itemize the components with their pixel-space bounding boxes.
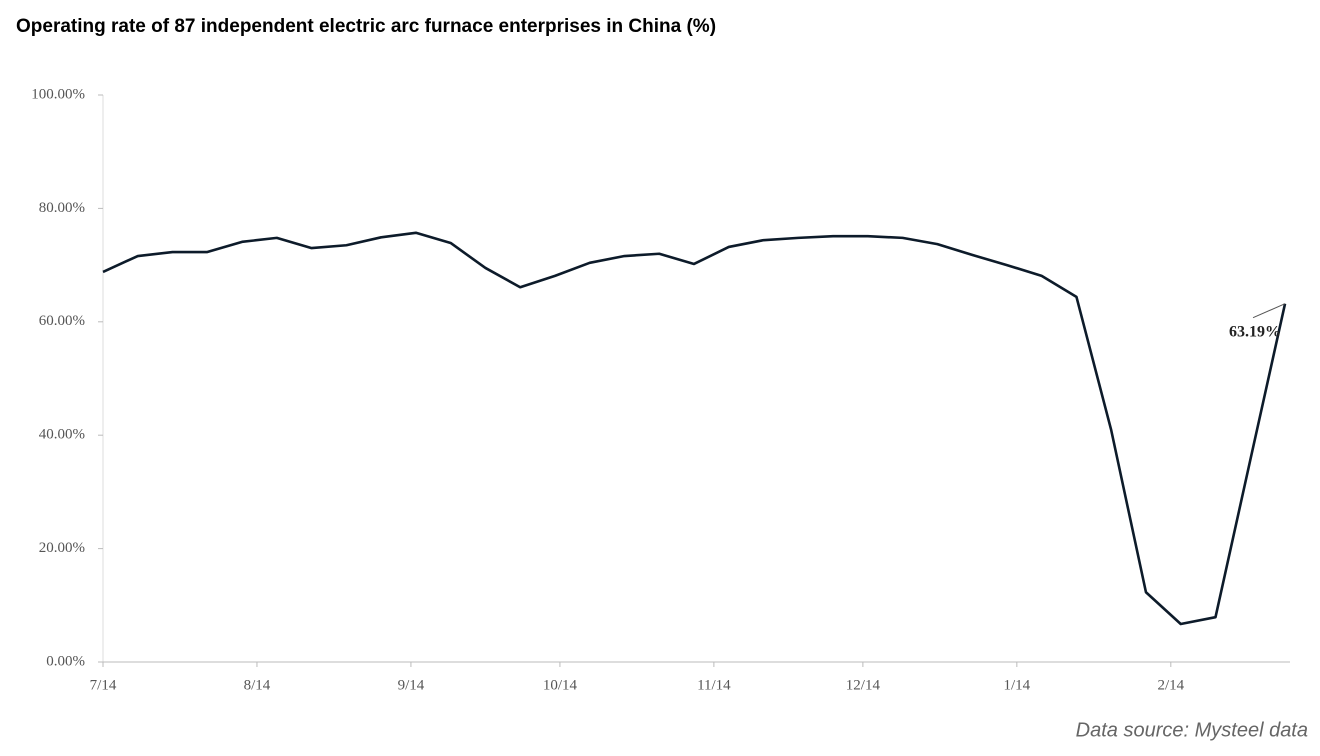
y-tick-label: 100.00% [31,86,85,102]
x-tick-label: 2/14 [1157,677,1184,693]
y-tick-label: 0.00% [46,653,85,669]
y-tick-label: 20.00% [39,540,85,556]
y-tick-label: 60.00% [39,313,85,329]
chart-title: Operating rate of 87 independent electri… [16,16,716,37]
line-series [102,231,1287,626]
source-note: Data source: Mysteel data [1076,719,1308,741]
label-leader [1252,303,1286,319]
x-tick-label: 1/14 [1004,677,1031,693]
x-tick-label: 7/14 [90,677,117,693]
x-tick-label: 9/14 [398,677,425,693]
y-tick-label: 40.00% [39,427,85,443]
y-tick-label: 80.00% [39,200,85,216]
x-tick-label: 11/14 [697,677,731,693]
x-tick-label: 10/14 [543,677,578,693]
x-tick-label: 8/14 [244,677,271,693]
x-tick-label: 12/14 [846,677,881,693]
data-label: 63.19% [1229,323,1281,340]
